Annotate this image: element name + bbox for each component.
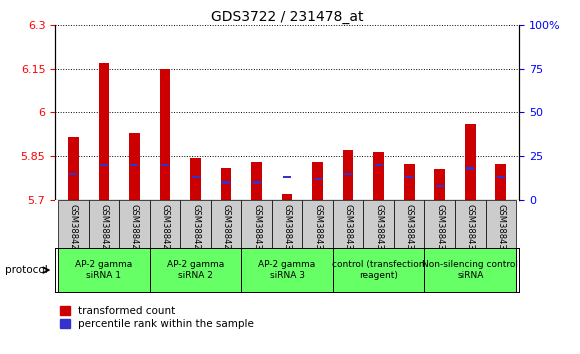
Bar xyxy=(344,172,352,175)
Bar xyxy=(466,167,474,170)
Bar xyxy=(150,248,241,292)
Bar xyxy=(222,181,230,184)
Bar xyxy=(394,200,425,248)
Bar xyxy=(89,200,119,248)
Bar xyxy=(161,164,169,166)
Bar xyxy=(425,200,455,248)
Bar xyxy=(495,164,506,200)
Bar xyxy=(129,133,140,200)
Bar xyxy=(404,164,415,200)
Bar xyxy=(485,200,516,248)
Text: GSM388433: GSM388433 xyxy=(435,204,444,255)
Bar xyxy=(190,158,201,200)
Bar xyxy=(364,200,394,248)
Bar xyxy=(283,176,291,178)
Text: GSM388425: GSM388425 xyxy=(99,204,108,255)
Text: GSM388426: GSM388426 xyxy=(130,204,139,255)
Bar xyxy=(160,69,171,200)
Bar xyxy=(425,248,516,292)
Text: GSM388434: GSM388434 xyxy=(466,204,475,255)
Text: Non-silencing control
siRNA: Non-silencing control siRNA xyxy=(422,260,519,280)
Bar xyxy=(252,181,260,184)
Bar xyxy=(302,200,333,248)
Text: GSM388427: GSM388427 xyxy=(161,204,169,255)
Text: GSM388435: GSM388435 xyxy=(496,204,505,255)
Text: GSM388424: GSM388424 xyxy=(69,204,78,255)
Bar xyxy=(68,137,79,200)
Bar xyxy=(434,169,445,200)
Text: protocol: protocol xyxy=(5,265,48,275)
Bar xyxy=(455,200,485,248)
Bar xyxy=(375,164,383,166)
Bar xyxy=(272,200,302,248)
Text: AP-2 gamma
siRNA 3: AP-2 gamma siRNA 3 xyxy=(259,260,316,280)
Bar xyxy=(70,172,77,175)
Bar xyxy=(241,200,272,248)
Text: GSM388430: GSM388430 xyxy=(252,204,261,255)
Text: GSM388438: GSM388438 xyxy=(405,204,414,255)
Legend: transformed count, percentile rank within the sample: transformed count, percentile rank withi… xyxy=(60,306,254,329)
Bar xyxy=(180,200,211,248)
Text: control (transfection
reagent): control (transfection reagent) xyxy=(332,260,425,280)
Text: GSM388437: GSM388437 xyxy=(374,204,383,255)
Bar xyxy=(251,162,262,200)
Bar xyxy=(374,152,384,200)
Bar xyxy=(130,164,139,166)
Bar xyxy=(58,248,150,292)
Bar xyxy=(436,185,444,187)
Text: AP-2 gamma
siRNA 1: AP-2 gamma siRNA 1 xyxy=(75,260,133,280)
Bar xyxy=(58,200,89,248)
Text: GSM388429: GSM388429 xyxy=(222,204,230,255)
Bar xyxy=(465,124,476,200)
Text: AP-2 gamma
siRNA 2: AP-2 gamma siRNA 2 xyxy=(167,260,224,280)
Bar xyxy=(312,162,323,200)
Bar xyxy=(99,63,109,200)
Bar xyxy=(119,200,150,248)
Bar xyxy=(405,176,413,178)
Bar xyxy=(333,248,425,292)
Title: GDS3722 / 231478_at: GDS3722 / 231478_at xyxy=(211,10,363,24)
Bar xyxy=(282,194,292,200)
Bar xyxy=(211,200,241,248)
Text: GSM388428: GSM388428 xyxy=(191,204,200,255)
Bar xyxy=(241,248,333,292)
Bar xyxy=(150,200,180,248)
Bar xyxy=(497,176,505,178)
Bar xyxy=(333,200,364,248)
Text: GSM388436: GSM388436 xyxy=(344,204,353,255)
Bar xyxy=(221,168,231,200)
Bar xyxy=(343,150,353,200)
Bar xyxy=(100,164,108,166)
Bar xyxy=(314,178,322,180)
Bar xyxy=(191,176,200,178)
Text: GSM388431: GSM388431 xyxy=(282,204,292,255)
Text: GSM388432: GSM388432 xyxy=(313,204,322,255)
